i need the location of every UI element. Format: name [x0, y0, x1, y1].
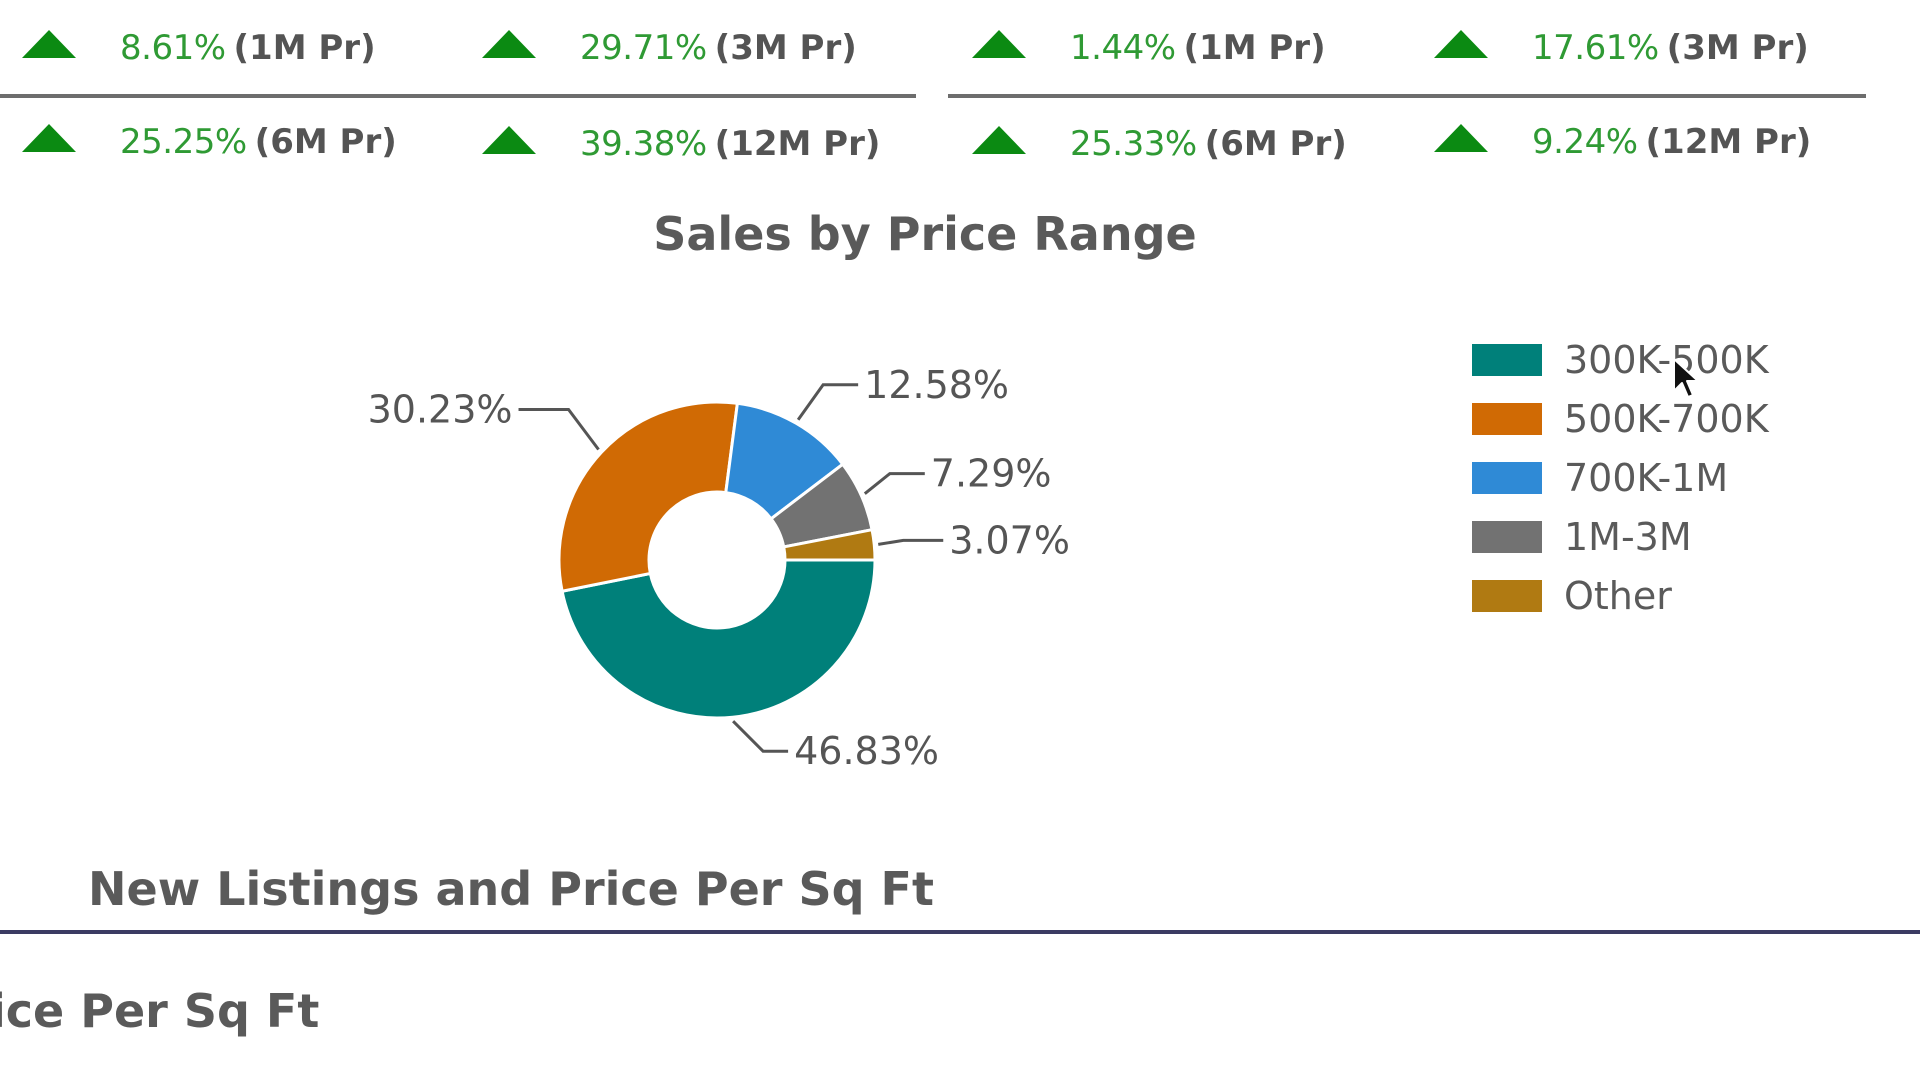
- triangle-up-icon: [22, 30, 76, 58]
- kpi-divider-left: [0, 94, 916, 98]
- legend-label: Other: [1564, 573, 1672, 618]
- kpi-period: (3M Pr): [714, 28, 857, 68]
- kpi-left-1m: 8.61% (1M Pr): [22, 28, 376, 68]
- donut-chart[interactable]: 46.83% 30.23% 12.58% 7.29% 3.07%: [0, 0, 1440, 800]
- triangle-up-icon: [1434, 124, 1488, 152]
- legend-swatch: [1472, 343, 1542, 376]
- section-divider: [0, 930, 1920, 934]
- kpi-period: (12M Pr): [1645, 122, 1812, 162]
- triangle-up-icon: [972, 126, 1026, 154]
- kpi-period: (1M Pr): [233, 28, 376, 68]
- data-label: 46.83%: [794, 729, 939, 773]
- kpi-percent: 17.61%: [1532, 28, 1659, 68]
- legend-item-1m-3m[interactable]: 1M-3M: [1472, 507, 1769, 566]
- kpi-period: (3M Pr): [1666, 28, 1809, 68]
- kpi-percent: 29.71%: [580, 28, 707, 68]
- data-label: 12.58%: [864, 363, 1009, 407]
- legend-swatch: [1472, 520, 1542, 553]
- chart-legend: 300K-500K 500K-700K 700K-1M 1M-3M Other: [1472, 330, 1769, 625]
- kpi-right-6m: 25.33% (6M Pr): [972, 124, 1347, 164]
- kpi-percent: 9.24%: [1532, 122, 1638, 162]
- kpi-percent: 25.25%: [120, 122, 247, 162]
- donut-slice-500k-700k[interactable]: [557, 400, 740, 594]
- triangle-up-icon: [1434, 30, 1488, 58]
- legend-swatch: [1472, 579, 1542, 612]
- leader-line: [878, 538, 944, 546]
- section-title-new-listings: New Listings and Price Per Sq Ft: [88, 862, 934, 916]
- legend-label: 300K-500K: [1564, 337, 1769, 382]
- kpi-percent: 25.33%: [1070, 124, 1197, 164]
- triangle-up-icon: [482, 126, 536, 154]
- legend-item-other[interactable]: Other: [1472, 566, 1769, 625]
- kpi-right-3m: 17.61% (3M Pr): [1434, 28, 1809, 68]
- kpi-period: (1M Pr): [1183, 28, 1326, 68]
- chart-title: Sales by Price Range: [653, 207, 1197, 261]
- kpi-percent: 8.61%: [120, 28, 226, 68]
- legend-item-500k-700k[interactable]: 500K-700K: [1472, 389, 1769, 448]
- kpi-period: (6M Pr): [254, 122, 397, 162]
- kpi-left-12m: 39.38% (12M Pr): [482, 124, 880, 164]
- triangle-up-icon: [972, 30, 1026, 58]
- kpi-period: (12M Pr): [714, 124, 881, 164]
- legend-item-700k-1m[interactable]: 700K-1M: [1472, 448, 1769, 507]
- data-label: 3.07%: [949, 518, 1070, 562]
- leader-line: [732, 720, 789, 753]
- kpi-right-12m: 9.24% (12M Pr): [1434, 122, 1811, 162]
- kpi-divider-right: [948, 94, 1866, 98]
- kpi-percent: 39.38%: [580, 124, 707, 164]
- leader-line: [863, 472, 925, 495]
- leader-line: [796, 383, 859, 421]
- kpi-left-6m: 25.25% (6M Pr): [22, 122, 397, 162]
- triangle-up-icon: [22, 124, 76, 152]
- kpi-left-3m: 29.71% (3M Pr): [482, 28, 857, 68]
- kpi-period: (6M Pr): [1204, 124, 1347, 164]
- kpi-right-1m: 1.44% (1M Pr): [972, 28, 1326, 68]
- kpi-percent: 1.44%: [1070, 28, 1176, 68]
- mouse-pointer-icon: [1673, 358, 1699, 398]
- leader-line: [518, 408, 600, 451]
- donut-slice-other[interactable]: [781, 527, 877, 562]
- data-label: 7.29%: [931, 452, 1052, 496]
- donut-slice-300k-500k[interactable]: [560, 558, 877, 720]
- section-title-price-per-sqft: ice Per Sq Ft: [0, 984, 320, 1038]
- triangle-up-icon: [482, 30, 536, 58]
- legend-label: 1M-3M: [1564, 514, 1692, 559]
- data-label: 30.23%: [368, 388, 513, 432]
- legend-label: 700K-1M: [1564, 455, 1729, 500]
- legend-swatch: [1472, 402, 1542, 435]
- legend-swatch: [1472, 461, 1542, 494]
- legend-item-300k-500k[interactable]: 300K-500K: [1472, 330, 1769, 389]
- legend-label: 500K-700K: [1564, 396, 1769, 441]
